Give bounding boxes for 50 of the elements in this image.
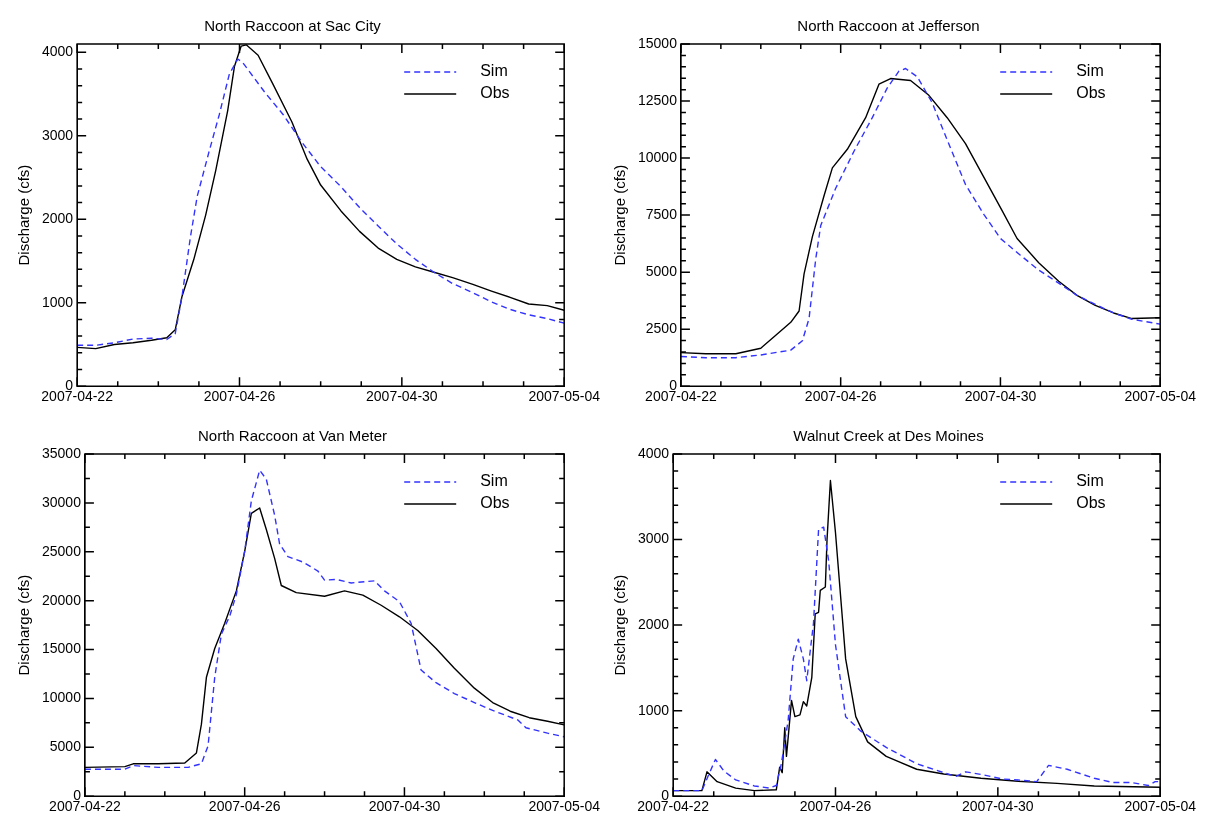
legend-label: Sim: [1076, 62, 1104, 80]
x-tick-label: 2007-04-26: [208, 798, 281, 815]
y-axis-title: Discharge (cfs): [15, 164, 33, 266]
x-tick-label: 2007-04-30: [964, 388, 1037, 405]
y-tick-label: 2000: [41, 210, 74, 227]
chart-title: North Raccoon at Sac City: [204, 17, 382, 35]
legend-label: Obs: [480, 494, 510, 512]
x-tick-label: 2007-04-30: [366, 388, 438, 405]
legend-label: Sim: [480, 62, 508, 80]
y-axis-title: Discharge (cfs): [611, 574, 629, 676]
legend-label: Obs: [480, 84, 510, 102]
legend-label: Obs: [1076, 84, 1106, 102]
y-tick-label: 20000: [41, 591, 82, 608]
y-tick-label: 7500: [645, 205, 678, 222]
legend-label: Sim: [1076, 472, 1104, 490]
y-tick-label: 4000: [637, 444, 670, 461]
y-tick-label: 15000: [41, 640, 82, 657]
chart-title: North Raccoon at Van Meter: [198, 427, 387, 445]
y-tick-label: 4000: [41, 43, 74, 60]
x-tick-label: 2007-04-26: [804, 388, 877, 405]
y-tick-label: 35000: [41, 444, 82, 461]
y-axis-title: Discharge (cfs): [15, 574, 33, 676]
y-tick-label: 3000: [41, 126, 74, 143]
chart-title: North Raccoon at Jefferson: [797, 17, 980, 35]
y-tick-label: 15000: [637, 34, 678, 51]
chart-title: Walnut Creek at Des Moines: [793, 427, 984, 445]
y-tick-label: 12500: [637, 91, 678, 108]
legend-label: Sim: [480, 472, 508, 490]
y-axis-title: Discharge (cfs): [611, 164, 629, 266]
y-tick-label: 5000: [645, 262, 678, 279]
x-tick-label: 2007-05-04: [528, 798, 601, 815]
y-tick-label: 25000: [41, 542, 82, 559]
y-tick-label: 2000: [637, 615, 670, 632]
y-tick-label: 3000: [637, 530, 670, 547]
x-tick-label: 2007-04-26: [799, 798, 872, 815]
y-tick-label: 10000: [41, 689, 82, 706]
line-series: [673, 526, 1161, 792]
y-tick-label: 5000: [49, 738, 82, 755]
x-tick-label: 2007-05-04: [528, 388, 601, 405]
y-tick-label: 2500: [645, 320, 678, 337]
y-tick-label: 30000: [41, 493, 82, 510]
legend-label: Obs: [1076, 494, 1106, 512]
y-tick-label: 10000: [637, 148, 678, 165]
x-tick-label: 2007-04-30: [368, 798, 441, 815]
y-tick-label: 1000: [41, 293, 74, 310]
x-tick-label: 2007-04-26: [203, 388, 276, 405]
x-tick-label: 2007-05-04: [1124, 388, 1197, 405]
x-tick-label: 2007-04-30: [962, 798, 1034, 815]
x-tick-label: 2007-05-04: [1124, 798, 1197, 815]
y-tick-label: 1000: [637, 701, 670, 718]
